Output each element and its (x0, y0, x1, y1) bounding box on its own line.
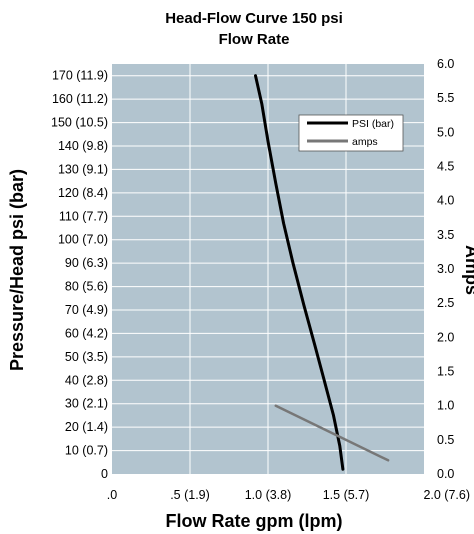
y-tick-label: 60 (4.2) (65, 326, 108, 340)
series-lines (254, 74, 390, 471)
y-tick-label: 0 (101, 467, 108, 481)
y2-tick-label: 4.0 (437, 194, 454, 208)
y2-tick-label: 5.0 (437, 125, 454, 139)
x-tick-label: .5 (1.9) (170, 488, 210, 502)
y-tick-label: 100 (7.0) (58, 233, 108, 247)
chart-subtitle: Flow Rate (219, 31, 290, 48)
y2-tick-label: 1.0 (437, 399, 454, 413)
legend-label-amps: amps (352, 136, 378, 148)
y2-tick-label: 0.0 (437, 467, 454, 481)
y2-tick-label: 3.0 (437, 262, 454, 276)
amps-series-line (274, 404, 390, 462)
legend: PSI (bar) amps (298, 114, 404, 152)
y2-tick-label: 2.5 (437, 296, 454, 310)
y2-tick-label: 0.5 (437, 433, 454, 447)
legend-box (298, 114, 404, 152)
y-tick-label: 90 (6.3) (65, 256, 108, 270)
y2-axis-label: Amps (462, 245, 474, 295)
y-tick-label: 20 (1.4) (65, 420, 108, 434)
y-tick-label: 170 (11.9) (52, 69, 108, 83)
y-tick-label: 50 (3.5) (65, 350, 108, 364)
legend-label-psi: PSI (bar) (352, 118, 394, 130)
y-tick-label: 150 (10.5) (51, 116, 108, 130)
y-tick-label: 110 (7.7) (59, 209, 108, 223)
y-tick-label: 30 (2.1) (65, 397, 108, 411)
y-tick-label: 130 (9.1) (58, 162, 108, 176)
y2-tick-label: 5.5 (437, 91, 454, 105)
y-tick-label: 70 (4.9) (65, 303, 108, 317)
y2-tick-label: 4.5 (437, 160, 454, 174)
y2-axis-ticks: 0.0 0.5 1.0 1.5 2.0 2.5 3.0 3.5 4.0 4.5 5.0 5.5 6.0 (437, 57, 454, 481)
y-tick-label: 80 (5.6) (65, 280, 108, 294)
psi-series-line (254, 74, 345, 471)
x-tick-label: 1.0 (3.8) (245, 488, 292, 502)
y-tick-label: 40 (2.8) (65, 373, 108, 387)
y-tick-label: 120 (8.4) (58, 186, 108, 200)
x-axis-label: Flow Rate gpm (lpm) (166, 511, 343, 531)
y2-tick-label: 6.0 (437, 57, 454, 71)
y-axis-label: Pressure/Head psi (bar) (7, 169, 27, 371)
y-tick-label: 10 (0.7) (65, 444, 108, 458)
x-tick-label: .0 (107, 488, 117, 502)
x-tick-label: 2.0 (7.6) (423, 488, 470, 502)
y-axis-ticks: 0 10 (0.7) 20 (1.4) 30 (2.1) 40 (2.8) 50 (3.5… (51, 69, 108, 481)
chart-title: Head-Flow Curve 150 psi (165, 10, 343, 27)
y2-tick-label: 2.0 (437, 330, 454, 344)
y2-tick-label: 1.5 (437, 365, 454, 379)
x-tick-label: 1.5 (5.7) (323, 488, 370, 502)
y-tick-label: 160 (11.2) (52, 92, 108, 106)
grid-lines (112, 64, 424, 474)
y-tick-label: 140 (9.8) (58, 139, 108, 153)
y2-tick-label: 3.5 (437, 228, 454, 242)
x-axis-ticks: .0 .5 (1.9) 1.0 (3.8) 1.5 (5.7) 2.0 (7.6) (107, 488, 470, 502)
